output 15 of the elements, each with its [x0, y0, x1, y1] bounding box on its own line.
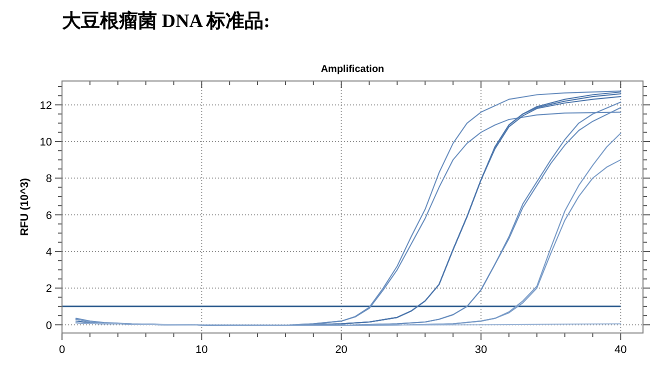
y-tick-label: 10: [40, 136, 52, 148]
y-tick-label: 4: [46, 246, 52, 258]
x-tick-label: 20: [335, 344, 348, 356]
chart-title: 大豆根瘤菌 DNA 标准品:: [62, 10, 270, 32]
x-tick-label: 30: [474, 344, 488, 356]
y-tick-label: 0: [46, 320, 52, 332]
x-tick-label: 0: [58, 344, 66, 356]
y-tick-label: 2: [46, 283, 52, 296]
y-tick-label: 12: [40, 100, 52, 112]
y-tick-label: 6: [46, 210, 52, 222]
chart-subtitle: Amplification: [320, 64, 384, 75]
x-tick-label: 40: [614, 344, 627, 356]
y-tick-label: 8: [46, 173, 52, 186]
y-axis-title: RFU (10^3): [19, 178, 31, 236]
x-tick-label: 10: [196, 344, 208, 356]
